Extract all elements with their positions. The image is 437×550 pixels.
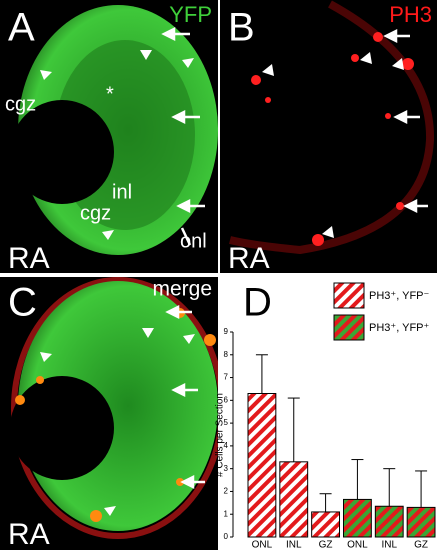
panel-letter: C <box>8 281 37 325</box>
bar <box>247 393 277 538</box>
y-tick-label: 2 <box>224 487 229 496</box>
y-tick-label: 7 <box>224 373 229 382</box>
legend-swatch <box>333 314 365 341</box>
bar-chart: 0 1 2 3 4 5 6 7 8 9 ONL INL GZ ONL INL GZ PH3⁺, YFP⁻ PH3⁺… <box>224 282 436 550</box>
region-label: cgz <box>5 93 36 115</box>
panel-a <box>0 0 218 273</box>
corner-label: RA <box>8 518 50 550</box>
y-tick-label: 9 <box>224 327 229 336</box>
panel-letter: B <box>228 6 255 50</box>
bar <box>279 461 309 538</box>
y-axis-label: # Cells per Section <box>215 393 226 477</box>
bar <box>406 506 436 538</box>
x-tick-label: GZ <box>414 540 428 550</box>
y-tick-label: 0 <box>224 532 229 541</box>
corner-label: RA <box>8 242 50 275</box>
panel-c <box>0 277 218 550</box>
region-label: inl <box>112 181 132 203</box>
panel-letter: D <box>243 281 272 325</box>
x-tick-label: ONL <box>347 540 368 550</box>
panel-b <box>220 0 437 273</box>
y-tick-label: 8 <box>224 350 229 359</box>
channel-label: PH3 <box>389 2 432 27</box>
region-label: * <box>106 83 114 105</box>
x-tick-label: ONL <box>252 540 273 550</box>
x-tick-label: GZ <box>319 540 333 550</box>
corner-label: RA <box>228 242 270 275</box>
y-tick-label: 5 <box>224 418 229 427</box>
channel-label: YFP <box>169 2 212 27</box>
y-tick-label: 6 <box>224 395 229 404</box>
panel-letter: A <box>8 6 35 50</box>
x-tick-label: INL <box>286 540 302 550</box>
legend-label: PH3⁺, YFP⁻ <box>369 290 430 302</box>
y-tick-label: 4 <box>224 441 229 450</box>
region-label: cgz <box>80 202 111 224</box>
y-tick-label: 1 <box>224 509 229 518</box>
channel-label: merge <box>152 278 212 301</box>
bar <box>343 498 372 538</box>
x-tick-label: INL <box>381 540 397 550</box>
region-label: onl <box>180 230 207 252</box>
legend-label: PH3⁺, YFP⁺ <box>369 322 430 334</box>
bar <box>374 505 404 538</box>
y-tick-label: 3 <box>224 464 229 473</box>
legend-swatch <box>333 282 365 309</box>
bar <box>311 511 340 538</box>
